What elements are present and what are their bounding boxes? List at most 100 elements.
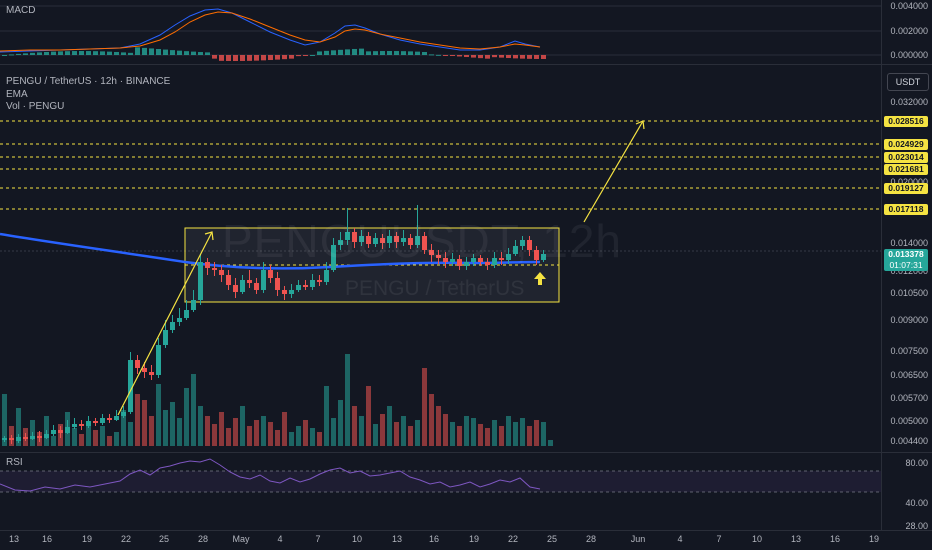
candle bbox=[79, 420, 84, 430]
rsi-label[interactable]: RSI bbox=[6, 457, 23, 468]
macd-histogram-bar bbox=[450, 55, 455, 56]
volume-bar bbox=[79, 434, 84, 446]
candle bbox=[261, 262, 266, 293]
volume-bar bbox=[506, 416, 511, 446]
candle bbox=[457, 255, 462, 270]
macd-histogram-bar bbox=[338, 49, 343, 55]
candle bbox=[65, 420, 70, 434]
level-badge: 0.019127 bbox=[884, 183, 928, 194]
macd-histogram-bar bbox=[513, 55, 518, 59]
candle bbox=[429, 244, 434, 262]
candle bbox=[58, 426, 63, 438]
macd-histogram-bar bbox=[9, 54, 14, 56]
volume-bar bbox=[2, 394, 7, 446]
volume-indicator-label[interactable]: Vol · PENGU bbox=[6, 101, 65, 112]
volume-bar bbox=[534, 420, 539, 446]
time-axis-label: 22 bbox=[507, 534, 519, 544]
volume-bar bbox=[394, 422, 399, 446]
candle bbox=[352, 228, 357, 248]
level-badge: 0.021681 bbox=[884, 164, 928, 175]
macd-histogram-bar bbox=[219, 55, 224, 61]
macd-label[interactable]: MACD bbox=[6, 5, 36, 16]
volume-bar bbox=[548, 440, 553, 446]
volume-bar bbox=[198, 406, 203, 446]
macd-histogram-bar bbox=[177, 50, 182, 55]
level-badge: 0.017118 bbox=[884, 204, 928, 215]
price-axis-label: 0.014000 bbox=[890, 238, 928, 248]
macd-histogram-bar bbox=[429, 54, 434, 56]
volume-bar bbox=[261, 416, 266, 446]
volume-bar bbox=[191, 374, 196, 446]
macd-histogram-bar bbox=[422, 51, 427, 55]
candle bbox=[380, 234, 385, 249]
volume-bar bbox=[464, 416, 469, 446]
candle bbox=[86, 416, 91, 428]
candle bbox=[387, 230, 392, 248]
volume-bar bbox=[184, 388, 189, 446]
candle bbox=[520, 236, 525, 250]
volume-bar bbox=[457, 426, 462, 446]
volume-bar bbox=[282, 412, 287, 446]
time-axis-label: Jun bbox=[630, 534, 646, 544]
time-axis-label: May bbox=[232, 534, 250, 544]
volume-bar bbox=[254, 420, 259, 446]
candle bbox=[275, 272, 280, 296]
candle bbox=[436, 250, 441, 264]
macd-histogram-bar bbox=[275, 55, 280, 60]
ema-indicator-label[interactable]: EMA bbox=[6, 89, 28, 100]
macd-histogram-bar bbox=[457, 55, 462, 57]
time-axis-label: 10 bbox=[751, 534, 763, 544]
volume-bar bbox=[107, 436, 112, 446]
macd-histogram-bar bbox=[205, 52, 210, 55]
volume-bar bbox=[303, 420, 308, 446]
time-axis-label: 13 bbox=[8, 534, 20, 544]
macd-histogram-bar bbox=[107, 51, 112, 55]
candle bbox=[338, 232, 343, 250]
candle bbox=[296, 280, 301, 292]
price-axis-label: 0.010500 bbox=[890, 288, 928, 298]
macd-histogram-bar bbox=[163, 49, 168, 55]
rsi-pane bbox=[0, 458, 881, 493]
rsi-line bbox=[0, 458, 541, 492]
rsi-axis-label: 40.00 bbox=[905, 498, 928, 508]
volume-bar bbox=[219, 412, 224, 446]
macd-histogram-bar bbox=[471, 55, 476, 58]
candle bbox=[44, 430, 49, 439]
volume-bar bbox=[436, 406, 441, 446]
watermark-pair: PENGU / TetherUS bbox=[345, 277, 525, 300]
current-price-badge: 0.013378 bbox=[884, 249, 928, 260]
symbol-title[interactable]: PENGU / TetherUS · 12h · BINANCE bbox=[6, 76, 171, 87]
time-axis-label: 25 bbox=[158, 534, 170, 544]
volume-bar bbox=[352, 406, 357, 446]
candle bbox=[23, 433, 28, 441]
volume-bar bbox=[338, 400, 343, 446]
candle bbox=[135, 355, 140, 374]
candle bbox=[51, 425, 56, 436]
rsi-axis-label: 28.00 bbox=[905, 521, 928, 531]
volume-bar bbox=[324, 386, 329, 446]
candle bbox=[114, 410, 119, 421]
macd-histogram-bar bbox=[303, 55, 308, 56]
macd-histogram-bar bbox=[352, 48, 357, 55]
macd-histogram-bar bbox=[79, 51, 84, 55]
macd-histogram-bar bbox=[387, 51, 392, 55]
macd-histogram-bar bbox=[485, 55, 490, 59]
candle bbox=[317, 275, 322, 286]
macd-histogram-bar bbox=[135, 47, 140, 55]
time-axis-label: 13 bbox=[391, 534, 403, 544]
macd-histogram-bar bbox=[261, 55, 266, 61]
macd-histogram-bar bbox=[156, 49, 161, 55]
level-badge: 0.024929 bbox=[884, 139, 928, 150]
macd-histogram-bar bbox=[282, 55, 287, 60]
candle bbox=[310, 274, 315, 290]
price-axis-label: 0.020000 bbox=[890, 177, 928, 187]
volume-bar bbox=[128, 422, 133, 446]
macd-histogram-bar bbox=[366, 51, 371, 55]
currency-button[interactable]: USDT bbox=[887, 73, 929, 91]
candle bbox=[107, 414, 112, 423]
volume-bar bbox=[100, 426, 105, 446]
volume-bar bbox=[121, 410, 126, 446]
volume-bar bbox=[422, 368, 427, 446]
macd-histogram-bar bbox=[310, 54, 315, 56]
